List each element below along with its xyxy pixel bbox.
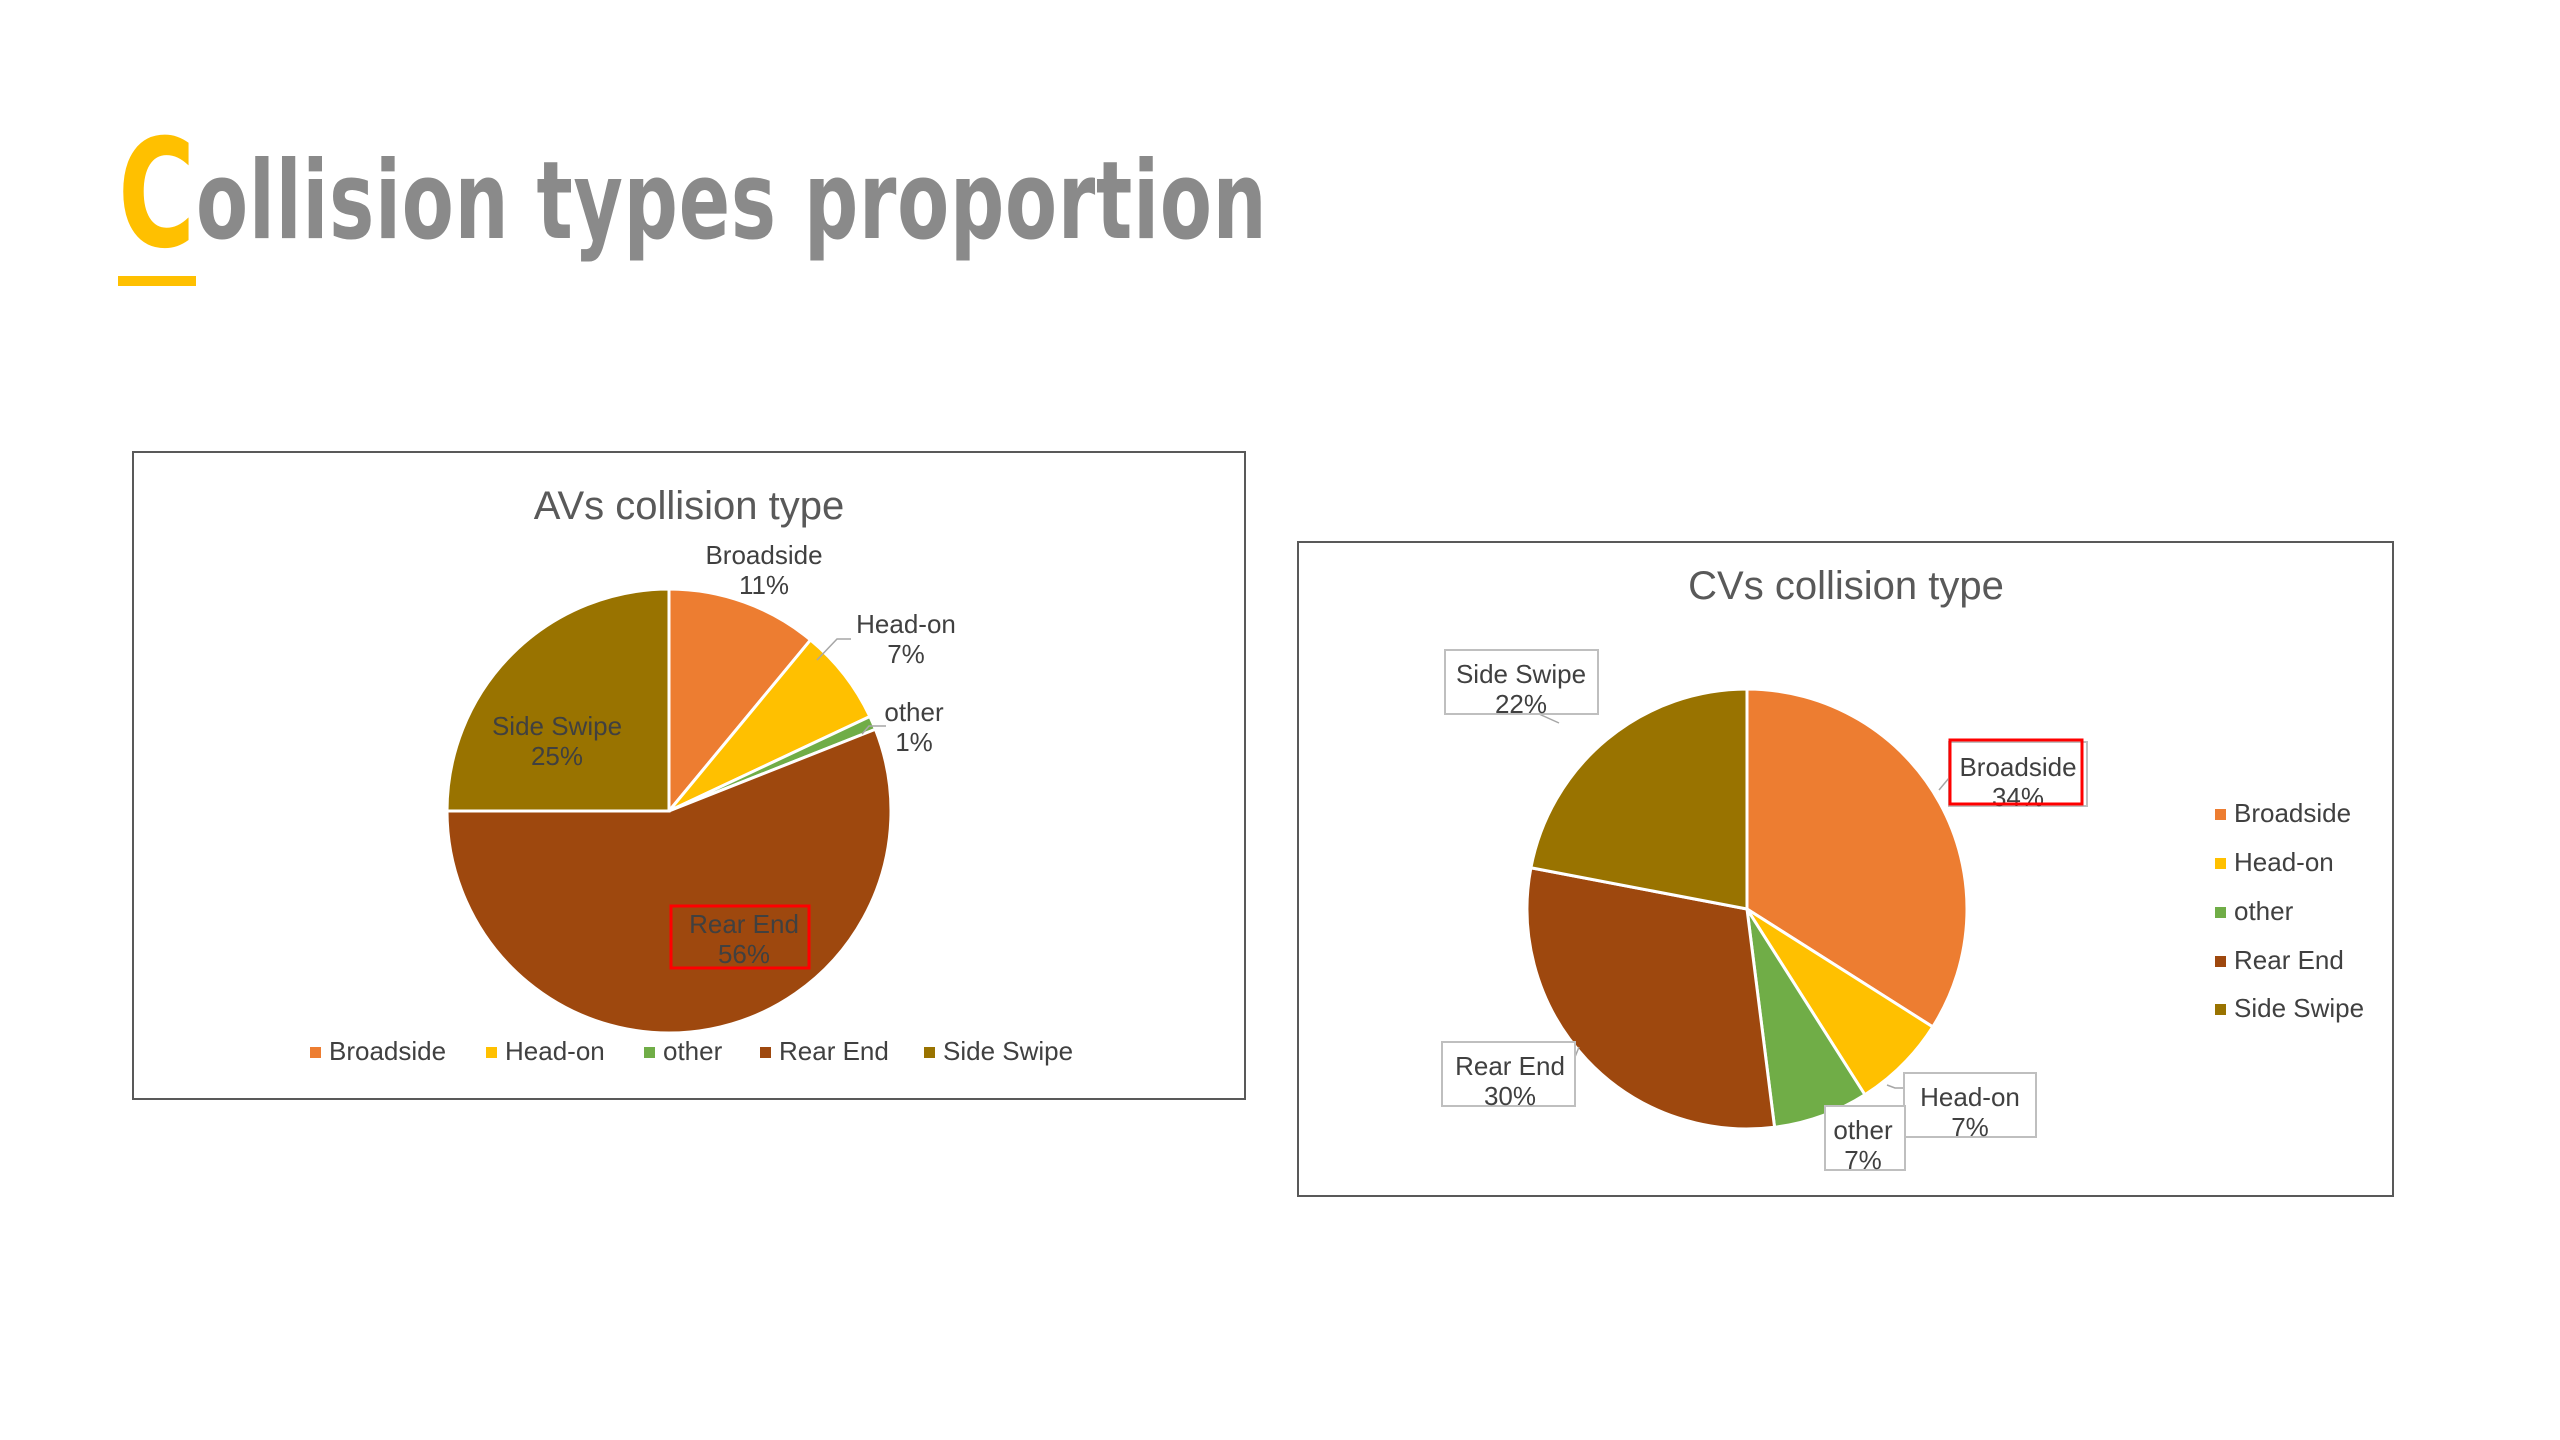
legend-label: Rear End — [2234, 945, 2344, 975]
legend-item-broadside: Broadside — [2215, 798, 2351, 828]
data-label-category: Rear End — [689, 909, 799, 939]
data-label-category: Broadside — [1959, 752, 2076, 782]
legend-swatch — [760, 1047, 771, 1058]
legend-label: Rear End — [779, 1036, 889, 1066]
legend-label: Head-on — [2234, 847, 2334, 877]
av-collision-chart: AVs collision type Broadside 11% Head-on 7% o… — [132, 451, 1246, 1100]
data-label-value: 56% — [718, 939, 770, 969]
data-label-head-on: Head-on7% — [1886, 1072, 2037, 1142]
legend-swatch — [2215, 1004, 2226, 1015]
data-label-category: Broadside — [705, 540, 822, 570]
data-label-category: Rear End — [1455, 1051, 1565, 1081]
data-label-category: Head-on — [1920, 1082, 2020, 1112]
cv-pie-chart-svg: CVs collision typeBroadside34%Head-on7%o… — [1441, 564, 2364, 1175]
chart-title: CVs collision type — [1688, 564, 2004, 608]
legend-label: Broadside — [2234, 798, 2351, 828]
av-pie-chart-svg: AVs collision typeBroadside11%Head-on7%o… — [310, 484, 1073, 1066]
data-label-value: 34% — [1992, 782, 2044, 812]
chart-title: AVs collision type — [534, 484, 845, 528]
legend-swatch — [2215, 809, 2226, 820]
data-label-category: Side Swipe — [1456, 659, 1586, 689]
data-label-head-on: Head-on7% — [816, 609, 956, 669]
legend-label: Head-on — [505, 1036, 605, 1066]
data-label-value: 30% — [1484, 1081, 1536, 1111]
legend-item-rear-end: Rear End — [2215, 945, 2344, 975]
data-label-value: 7% — [1844, 1145, 1882, 1175]
legend-swatch — [486, 1047, 497, 1058]
legend-swatch — [2215, 956, 2226, 967]
legend-swatch — [2215, 858, 2226, 869]
data-label-value: 11% — [739, 570, 789, 600]
data-label-category: other — [884, 697, 944, 727]
legend-item-rear-end: Rear End — [760, 1036, 889, 1066]
data-label-value: 1% — [895, 727, 933, 757]
title-underline — [118, 276, 196, 286]
page-title: Collision types proportion — [118, 120, 1267, 270]
cv-collision-chart: CVs collision type Broadside 34% Head-on 7% o… — [1297, 541, 2394, 1197]
data-label-category: other — [1833, 1115, 1893, 1145]
legend-label: other — [663, 1036, 723, 1066]
legend-item-head-on: Head-on — [2215, 847, 2334, 877]
legend-item-side-swipe: Side Swipe — [2215, 993, 2364, 1023]
legend-label: Broadside — [329, 1036, 446, 1066]
legend-swatch — [310, 1047, 321, 1058]
pie-slice-rear-end — [1525, 866, 1777, 1131]
data-label-value: 22% — [1495, 689, 1547, 719]
pie-slice-rear-end — [445, 727, 893, 1035]
legend-label: Side Swipe — [2234, 993, 2364, 1023]
pie-slice-side-swipe — [1529, 687, 1749, 911]
pie-slice-side-swipe — [445, 587, 671, 813]
data-label-category: Side Swipe — [492, 711, 622, 741]
legend-label: other — [2234, 896, 2294, 926]
legend-item-broadside: Broadside — [310, 1036, 446, 1066]
data-label-value: 7% — [887, 639, 925, 669]
legend-swatch — [924, 1047, 935, 1058]
page-title-rest: ollision types proportion — [196, 139, 1268, 264]
highlight-box — [1948, 738, 2084, 806]
legend-item-head-on: Head-on — [486, 1036, 605, 1066]
data-label-value: 7% — [1951, 1112, 1989, 1142]
legend-item-other: other — [644, 1036, 723, 1066]
pie-slice-broadside — [667, 587, 813, 816]
legend-item-side-swipe: Side Swipe — [924, 1036, 1073, 1066]
data-label-category: Head-on — [856, 609, 956, 639]
legend-swatch — [2215, 907, 2226, 918]
highlight-box — [669, 904, 811, 970]
legend-swatch — [644, 1047, 655, 1058]
legend-item-other: other — [2215, 896, 2294, 926]
legend-label: Side Swipe — [943, 1036, 1073, 1066]
data-label-value: 25% — [531, 741, 583, 771]
page-title-initial: C — [118, 108, 197, 282]
